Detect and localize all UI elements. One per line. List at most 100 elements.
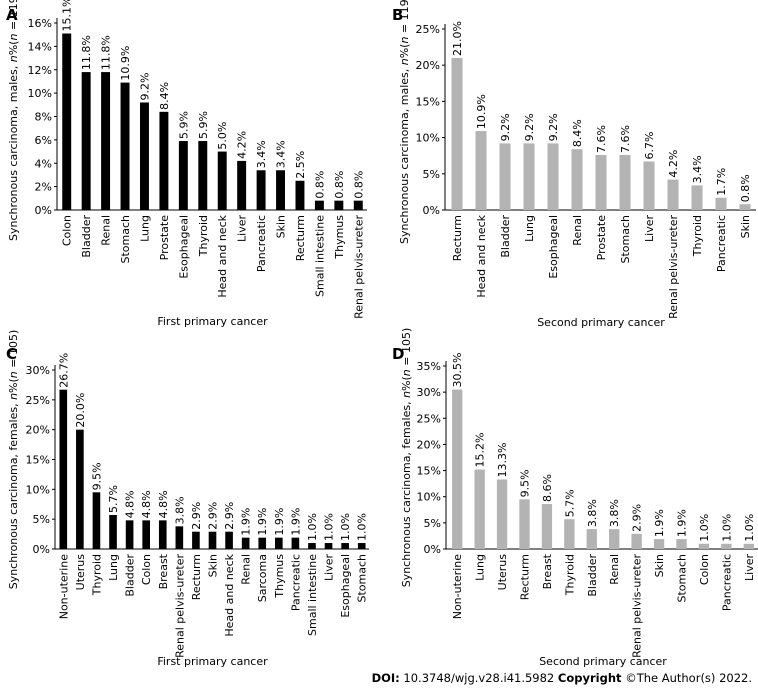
data-label: 4.8% — [124, 490, 137, 518]
bar — [109, 514, 117, 549]
category-label: Skin — [275, 215, 288, 238]
bar — [631, 533, 642, 549]
data-label: 2.9% — [190, 502, 203, 530]
y-tick-label: 10% — [417, 491, 441, 504]
x-axis-title: First primary cancer — [157, 315, 268, 328]
data-label: 3.8% — [586, 499, 599, 527]
category-label: Small intestine — [306, 554, 319, 636]
data-label: 2.9% — [631, 504, 644, 532]
category-label: Stomach — [356, 554, 369, 603]
y-tick-label: 25% — [417, 412, 441, 425]
data-label: 9.2% — [138, 73, 151, 101]
category-label: Head and neck — [216, 214, 229, 297]
data-label: 5.7% — [107, 485, 120, 513]
y-tick-label: 0% — [423, 204, 440, 217]
data-label: 21.0% — [451, 21, 464, 56]
category-label: Bladder — [80, 215, 93, 258]
bar — [353, 200, 363, 210]
category-label: Breast — [157, 553, 170, 589]
bar — [653, 539, 665, 549]
bar — [81, 72, 91, 211]
y-tick-label: 2% — [35, 181, 52, 194]
y-tick-label: 16% — [28, 17, 52, 30]
data-label: 0.8% — [313, 171, 326, 199]
y-tick-label: 30% — [417, 386, 441, 399]
category-label: Recturm — [294, 215, 307, 261]
data-label: 3.8% — [173, 496, 186, 524]
chart-panel-a: A 0% 2% 4% 6% 8% 10% 12% 14% 16% Synchronous carci… — [6, 0, 367, 328]
y-tick-label: 5% — [33, 513, 50, 526]
bar — [667, 179, 679, 210]
category-label: Colon — [61, 215, 74, 246]
category-label: Esophageal — [547, 215, 560, 279]
category-label: Renal pelvis-ureter — [352, 215, 365, 319]
category-label: Prostate — [595, 215, 608, 261]
y-tick-label: 10% — [26, 483, 50, 496]
category-label: Renal — [608, 554, 621, 585]
data-label: 9.2% — [523, 113, 536, 141]
category-label: Bladder — [499, 215, 512, 258]
bar — [276, 170, 286, 210]
data-label: 9.2% — [547, 113, 560, 141]
category-label: Esophageal — [339, 554, 352, 618]
doi-value: 10.3748/wjg.v28.i41.5982 — [403, 671, 555, 685]
bar — [519, 499, 530, 549]
data-label: 1.0% — [698, 514, 711, 542]
bar — [496, 479, 508, 549]
panel-letter: A — [6, 6, 18, 24]
data-label: 30.5% — [451, 353, 464, 388]
bar — [475, 131, 487, 210]
bar — [159, 111, 169, 210]
bar — [739, 204, 751, 210]
bar — [314, 200, 324, 210]
data-label: 9.2% — [499, 113, 512, 141]
bar — [258, 537, 267, 549]
bar — [595, 154, 607, 210]
bar — [619, 154, 631, 210]
category-label: Thymus — [333, 215, 346, 260]
data-label: 10.9% — [119, 46, 132, 81]
figure-footer: DOI: 10.3748/wjg.v28.i41.5982 Copyright … — [372, 671, 752, 685]
data-label: 1.7% — [715, 168, 728, 196]
bar — [256, 170, 266, 210]
data-label: 1.9% — [273, 508, 286, 536]
y-tick-label: 5% — [424, 517, 441, 530]
data-label: 8.4% — [571, 119, 584, 147]
y-tick-label: 15% — [417, 465, 441, 478]
data-label: 10.9% — [475, 94, 488, 129]
y-tick-label: 4% — [35, 157, 52, 170]
bar — [547, 143, 559, 210]
y-tick-label: 15% — [26, 454, 50, 467]
chart-panel-b: B 0% 5% 10% 15% 20% 25% Synchronous carcinoma, … — [392, 0, 756, 329]
data-label: 3.8% — [608, 499, 621, 527]
bar — [308, 543, 316, 549]
data-label: 13.3% — [496, 443, 509, 478]
doi-label: DOI: — [371, 671, 400, 685]
category-label: Pancreatic — [255, 215, 268, 272]
category-label: Recturm — [451, 215, 464, 261]
category-label: Esophageal — [177, 215, 190, 279]
y-tick-label: 25% — [416, 23, 440, 36]
bar — [237, 160, 247, 210]
bar — [120, 82, 130, 210]
bar — [676, 539, 687, 549]
category-label: Renal pelvis-ureter — [667, 215, 680, 319]
category-label: Prostate — [158, 215, 171, 261]
category-label: Skin — [739, 215, 752, 238]
bar — [474, 469, 485, 549]
bar — [198, 141, 208, 210]
category-label: Thymus — [273, 554, 286, 599]
bar — [175, 526, 184, 549]
data-label: 5.9% — [177, 111, 190, 139]
data-label: 3.4% — [255, 140, 268, 168]
bar — [643, 161, 655, 210]
y-tick-label: 0% — [35, 204, 52, 217]
panel-letter: D — [392, 345, 404, 363]
category-label: Skin — [653, 554, 666, 577]
y-tick-label: 8% — [35, 111, 52, 124]
bar — [357, 543, 366, 549]
y-axis-title: Synchronous carcinoma, females, n%(n = 1… — [400, 328, 413, 588]
category-label: Stomach — [619, 215, 632, 264]
category-label: Uterus — [496, 554, 509, 591]
